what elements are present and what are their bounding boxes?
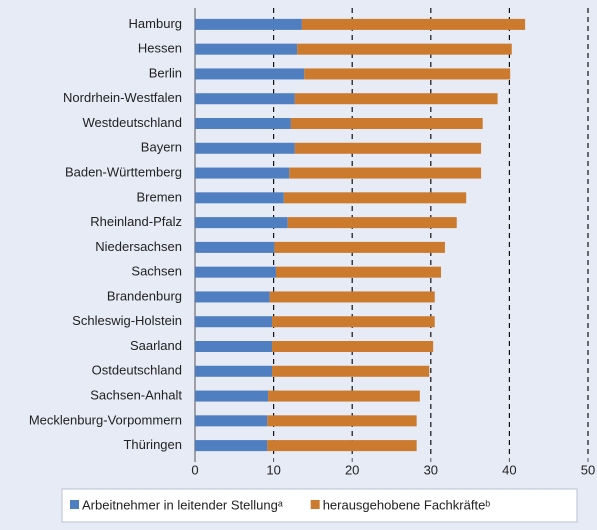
y-tick-label: Bayern [141, 140, 182, 155]
y-tick-label: Ostdeutschland [92, 363, 182, 378]
x-tick-label: 30 [424, 462, 438, 477]
x-tick-label: 20 [345, 462, 359, 477]
bar-segment [195, 415, 268, 427]
bar-segment [195, 18, 302, 30]
bar-segment [195, 43, 298, 55]
y-tick-label: Niedersachsen [95, 239, 182, 254]
bar-segment [195, 167, 290, 179]
y-tick-label: Nordrhein-Westfalen [63, 90, 182, 105]
bar-segment [195, 316, 273, 328]
y-tick-label: Westdeutschland [83, 115, 183, 130]
x-tick-label: 50 [581, 462, 595, 477]
bar-segment [269, 291, 435, 303]
y-tick-label: Hamburg [129, 16, 182, 31]
bar-segment [287, 217, 457, 229]
bar-segment [195, 365, 273, 377]
bar-segment [268, 390, 420, 402]
bar-segment [195, 440, 268, 452]
bar-segment [195, 341, 273, 352]
bar-segment [301, 18, 526, 30]
legend-label: herausgehobene Fachkräfteᵇ [323, 497, 491, 512]
bar-segment [195, 390, 269, 402]
y-tick-label: Thüringen [123, 437, 182, 452]
bar-segment [195, 217, 288, 229]
bar-segment [195, 291, 270, 303]
x-tick-label: 40 [502, 462, 516, 477]
bar-segment [267, 415, 417, 427]
bar-segment [195, 68, 305, 80]
y-tick-label: Sachsen-Anhalt [90, 387, 182, 402]
legend-swatch [70, 500, 79, 509]
bar-segment [272, 341, 434, 352]
bar-segment [195, 142, 295, 154]
bar-segment [195, 93, 295, 105]
y-tick-label: Rheinland-Pfalz [90, 214, 182, 229]
bar-segment [272, 365, 430, 377]
x-tick-label: 0 [191, 462, 198, 477]
bar-segment [195, 266, 276, 278]
y-tick-label: Bremen [136, 189, 182, 204]
bar-segment [274, 241, 445, 253]
legend-label: Arbeitnehmer in leitender Stellungᵃ [82, 497, 283, 512]
bar-segment [297, 43, 512, 55]
bar-segment [289, 167, 482, 179]
bar-segment [275, 266, 442, 278]
y-tick-label: Mecklenburg-Vorpommern [29, 412, 182, 427]
y-tick-label: Sachsen [131, 264, 182, 279]
bar-segment [195, 118, 291, 129]
bar-segment [294, 142, 482, 154]
y-tick-label: Berlin [149, 65, 182, 80]
y-tick-label: Brandenburg [107, 288, 182, 303]
bar-segment [195, 241, 275, 253]
y-tick-label: Saarland [130, 338, 182, 353]
bar-segment [195, 192, 284, 204]
bar-segment [290, 118, 483, 129]
y-tick-label: Baden-Württemberg [65, 164, 182, 179]
bar-segment [294, 93, 498, 105]
legend-swatch [310, 500, 320, 509]
y-tick-label: Hessen [138, 41, 182, 56]
bar-segment [283, 192, 467, 204]
y-tick-label: Schleswig-Holstein [72, 313, 182, 328]
bar-segment [272, 316, 435, 328]
x-tick-label: 10 [266, 462, 280, 477]
bar-segment [304, 68, 511, 80]
bar-segment [267, 440, 417, 452]
